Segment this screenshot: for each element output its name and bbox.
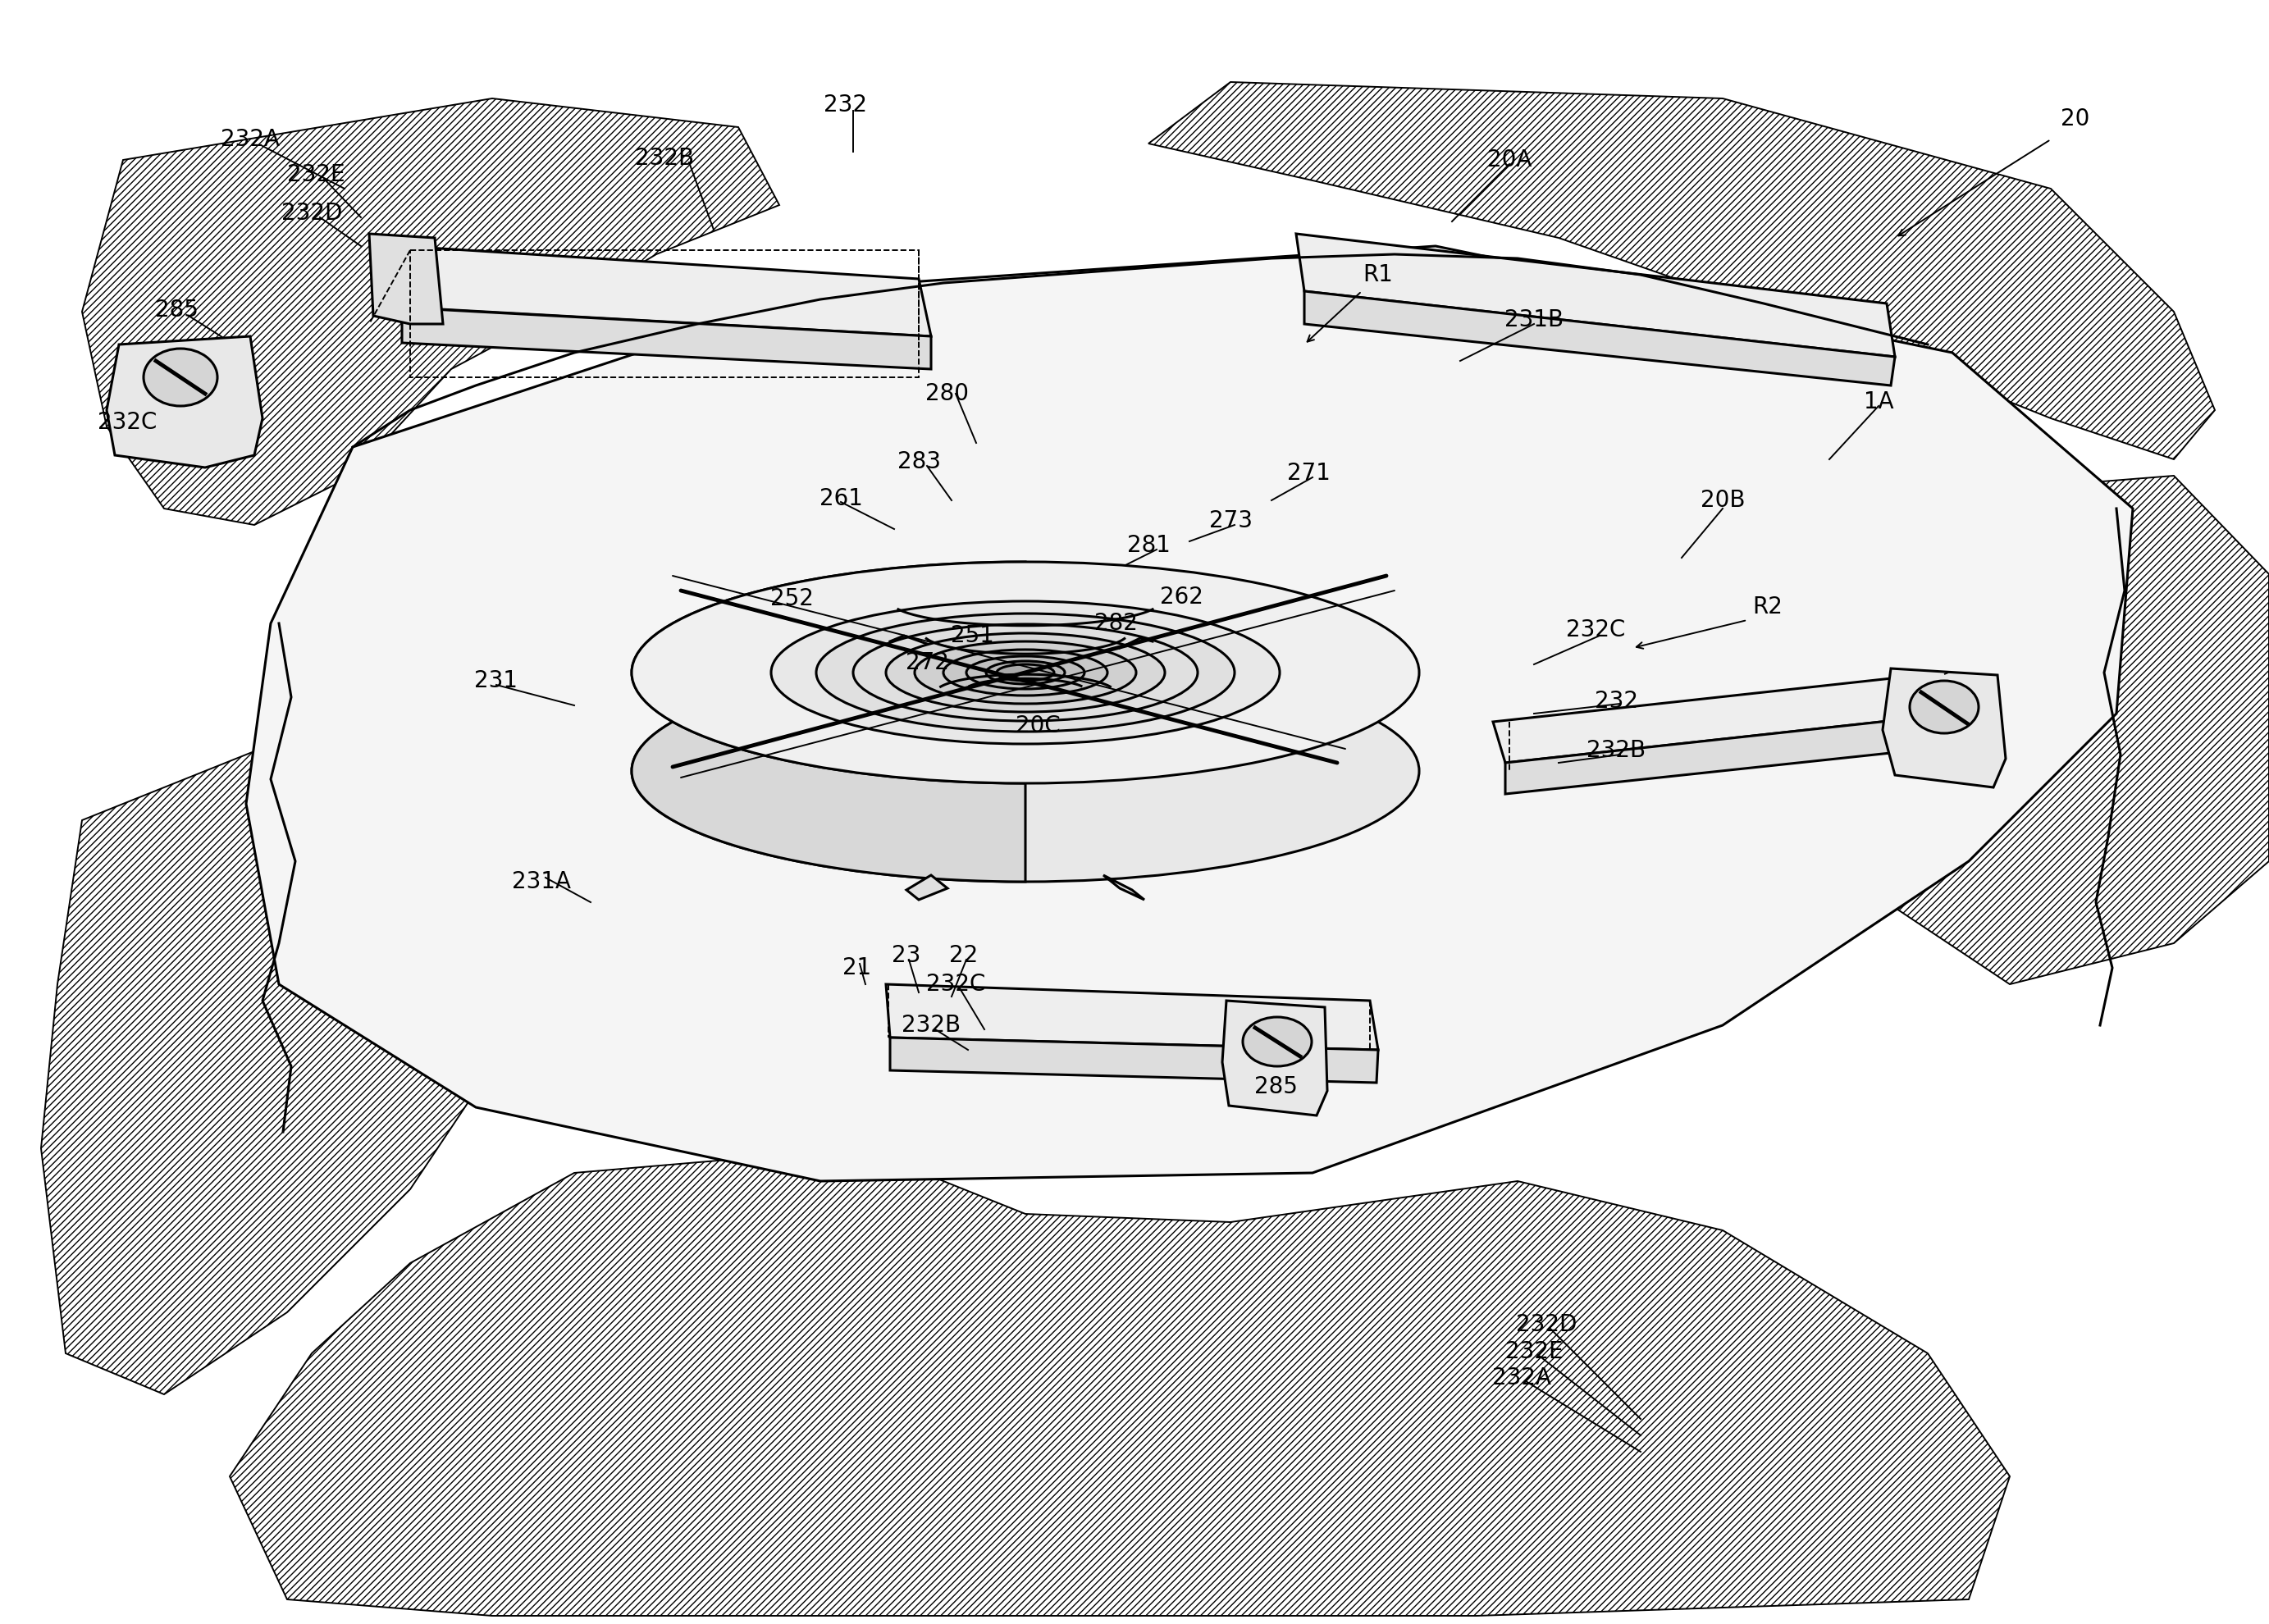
Text: 22: 22 <box>948 944 978 966</box>
Polygon shape <box>889 1038 1377 1083</box>
Polygon shape <box>1296 234 1895 357</box>
Polygon shape <box>1888 476 2269 984</box>
Polygon shape <box>1883 669 2006 788</box>
Text: 232B: 232B <box>635 146 694 171</box>
Text: 232E: 232E <box>286 164 345 187</box>
Polygon shape <box>107 336 263 468</box>
Text: 21: 21 <box>842 957 871 979</box>
Text: 272: 272 <box>905 651 948 674</box>
Text: 251: 251 <box>951 624 994 646</box>
Polygon shape <box>885 984 1377 1049</box>
Text: 285: 285 <box>154 299 197 322</box>
Ellipse shape <box>143 349 218 406</box>
Ellipse shape <box>967 656 1085 689</box>
Polygon shape <box>1504 713 1956 794</box>
Text: 232C: 232C <box>98 411 157 434</box>
Bar <box>411 250 919 377</box>
Text: 20: 20 <box>2060 107 2090 130</box>
Text: 283: 283 <box>896 450 939 473</box>
Text: 231A: 231A <box>513 870 572 893</box>
Text: 281: 281 <box>1128 534 1171 557</box>
Text: 261: 261 <box>819 487 862 510</box>
Text: 232: 232 <box>824 94 867 117</box>
Ellipse shape <box>631 562 1418 783</box>
Polygon shape <box>402 307 930 369</box>
Text: 282: 282 <box>1094 612 1137 635</box>
Ellipse shape <box>771 601 1280 744</box>
Ellipse shape <box>885 633 1164 711</box>
Polygon shape <box>1103 875 1144 900</box>
Text: 232B: 232B <box>1586 739 1645 762</box>
Text: R2: R2 <box>1752 596 1783 619</box>
Text: 231: 231 <box>474 669 517 692</box>
Text: 232A: 232A <box>220 128 279 151</box>
Text: 280: 280 <box>926 382 969 404</box>
Text: 232: 232 <box>1595 690 1638 713</box>
Polygon shape <box>229 1148 2010 1616</box>
Text: 232D: 232D <box>281 201 343 224</box>
Text: 285: 285 <box>1255 1075 1298 1098</box>
Text: 1A: 1A <box>1863 390 1895 414</box>
Polygon shape <box>1223 1000 1327 1116</box>
Text: 271: 271 <box>1287 461 1330 484</box>
Ellipse shape <box>944 650 1107 695</box>
Text: 231B: 231B <box>1504 309 1563 331</box>
Polygon shape <box>1493 672 1956 763</box>
Text: 232E: 232E <box>1504 1340 1563 1363</box>
Ellipse shape <box>987 661 1064 684</box>
Text: 232C: 232C <box>926 973 985 996</box>
Text: 20A: 20A <box>1486 148 1532 172</box>
Ellipse shape <box>631 661 1418 882</box>
Polygon shape <box>82 99 778 525</box>
Ellipse shape <box>1243 1017 1311 1067</box>
Text: 20B: 20B <box>1699 489 1745 512</box>
Polygon shape <box>41 739 533 1395</box>
Text: 232C: 232C <box>1566 619 1625 641</box>
Polygon shape <box>1305 291 1895 385</box>
Polygon shape <box>245 247 2133 1181</box>
Text: R1: R1 <box>1364 263 1393 286</box>
Polygon shape <box>402 247 930 336</box>
Text: 252: 252 <box>769 588 812 611</box>
Ellipse shape <box>914 641 1137 703</box>
Polygon shape <box>1148 83 2215 460</box>
Ellipse shape <box>817 614 1234 732</box>
Text: 20C: 20C <box>1014 715 1060 737</box>
Text: 23: 23 <box>892 944 921 966</box>
Polygon shape <box>370 234 442 323</box>
Polygon shape <box>905 875 948 900</box>
Polygon shape <box>631 562 1026 882</box>
Text: 232D: 232D <box>1516 1314 1577 1337</box>
Text: 232A: 232A <box>1493 1366 1552 1390</box>
Ellipse shape <box>853 624 1198 721</box>
Text: 232B: 232B <box>901 1013 960 1036</box>
Text: 262: 262 <box>1159 586 1203 609</box>
Text: 273: 273 <box>1209 510 1252 533</box>
Ellipse shape <box>1910 680 1979 734</box>
Ellipse shape <box>996 664 1055 680</box>
